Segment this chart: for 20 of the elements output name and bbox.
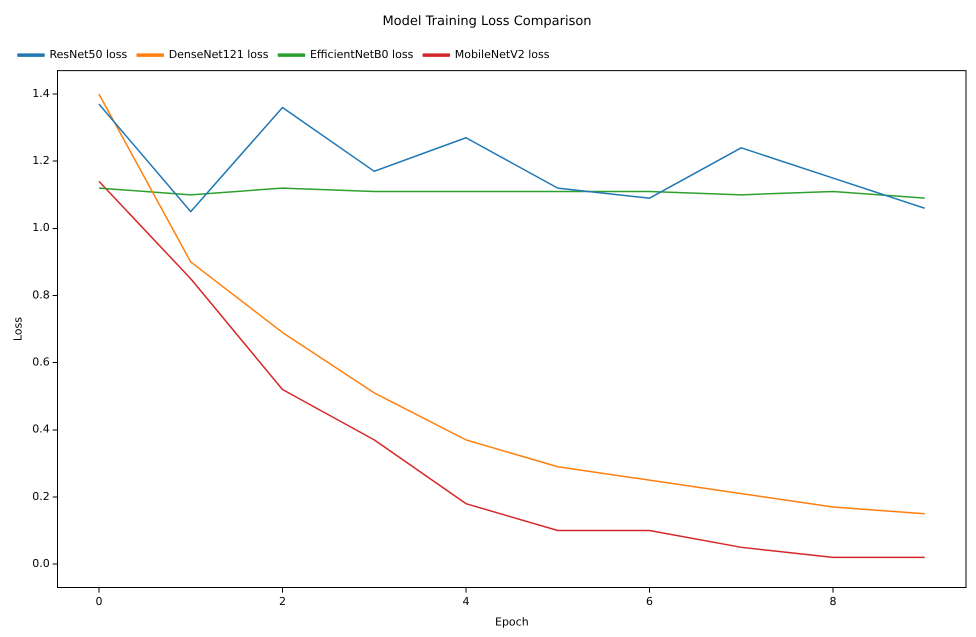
legend-label: MobileNetV2 loss [454,48,550,61]
legend-label: EfficientNetB0 loss [310,48,414,61]
x-tick-label: 4 [462,595,470,608]
y-tick-label: 1.4 [32,86,50,100]
y-tick-label: 0.8 [32,288,50,302]
y-tick-label: 0.2 [32,490,50,503]
x-tick-label: 0 [95,595,102,608]
chart-title: Model Training Loss Comparison [382,14,592,30]
y-tick-label: 0.0 [32,556,50,570]
y-tick-label: 0.6 [32,356,50,369]
legend-label: ResNet50 loss [50,48,128,61]
y-axis-title: Loss [11,316,24,342]
y-tick-label: 1.2 [32,154,50,168]
x-tick-label: 6 [646,595,653,608]
x-axis-title: Epoch [495,615,529,628]
legend-label: DenseNet121 loss [168,48,269,61]
y-tick-label: 1.0 [32,221,50,234]
y-tick-label: 0.4 [32,422,50,436]
x-tick-label: 2 [278,595,286,608]
x-tick-label: 8 [829,595,836,608]
